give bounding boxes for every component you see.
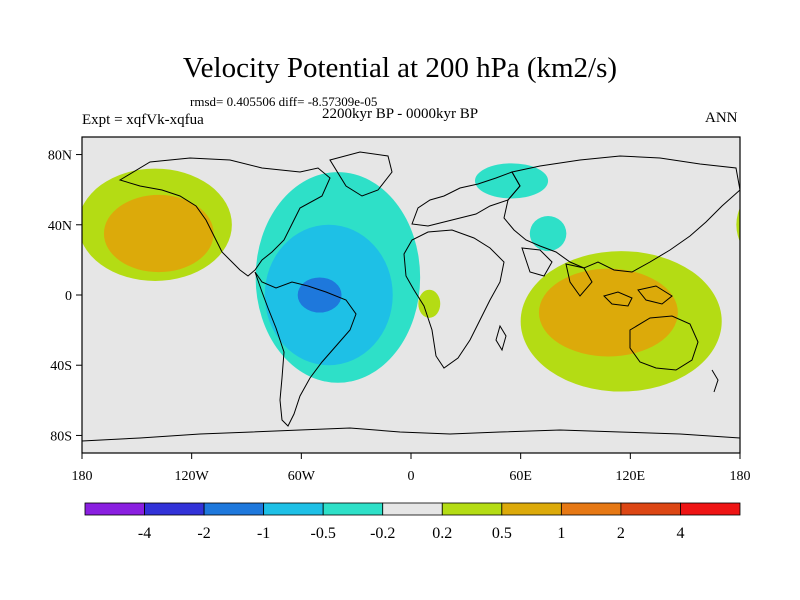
experiment-label: Expt = xqfVk-xqfua bbox=[82, 112, 204, 128]
x-tick-label: 180 bbox=[72, 469, 93, 484]
y-tick-label: 0 bbox=[65, 289, 72, 304]
field-region-south-america-core bbox=[297, 277, 342, 313]
coastlines bbox=[82, 151, 740, 442]
legend-swatch bbox=[441, 502, 503, 516]
stats-text: rmsd= 0.405506 diff= -8.57309e-05 bbox=[190, 94, 378, 109]
y-tick-label: 80N bbox=[48, 149, 72, 164]
period-label: 2200kyr BP - 0000kyr BP bbox=[322, 106, 479, 122]
legend-swatch bbox=[84, 502, 145, 516]
x-tick-label: 120W bbox=[175, 469, 210, 484]
legend-swatch bbox=[382, 502, 443, 516]
field-region-indo-pacific-core bbox=[538, 268, 678, 357]
field-region-north-pacific-core bbox=[103, 194, 214, 273]
legend-swatch bbox=[560, 502, 622, 516]
legend-level-label: -2 bbox=[197, 525, 210, 542]
legend-level-label: -0.2 bbox=[370, 525, 395, 542]
x-tick-label: 0 bbox=[408, 469, 415, 484]
legend-level-label: 0.5 bbox=[492, 525, 512, 542]
y-tick-label: 40S bbox=[50, 359, 72, 374]
x-tick-label: 60E bbox=[509, 469, 532, 484]
legend-level-label: 1 bbox=[557, 525, 565, 542]
y-tick-label: 40N bbox=[48, 219, 72, 234]
x-tick-label: 60W bbox=[288, 469, 316, 484]
field-region-east-europe-negative bbox=[529, 216, 567, 252]
y-tick-label: 80S bbox=[50, 429, 72, 444]
legend-level-label: -0.5 bbox=[311, 525, 336, 542]
field-region-north-pacific-positive-wrap bbox=[736, 207, 740, 242]
x-tick-label: 120E bbox=[616, 469, 646, 484]
legend-swatch bbox=[322, 502, 384, 516]
legend-level-label: 4 bbox=[676, 525, 684, 542]
legend-level-label: 2 bbox=[617, 525, 625, 542]
season-label: ANN bbox=[705, 110, 738, 126]
legend-level-label: -1 bbox=[257, 525, 270, 542]
field-region-north-europe-negative bbox=[474, 163, 549, 199]
legend-swatch bbox=[680, 502, 741, 516]
x-tick-label: 180 bbox=[730, 469, 751, 484]
legend-swatch bbox=[620, 502, 681, 516]
legend-swatch bbox=[144, 502, 205, 516]
legend-swatch bbox=[501, 502, 562, 516]
legend-level-label: 0.2 bbox=[432, 525, 452, 542]
legend-swatch bbox=[203, 502, 265, 516]
legend-level-label: -4 bbox=[138, 525, 151, 542]
field-region-africa-west-positive bbox=[418, 289, 441, 318]
chart-title: Velocity Potential at 200 hPa (km2/s) bbox=[182, 52, 618, 84]
legend-swatch bbox=[263, 502, 324, 516]
